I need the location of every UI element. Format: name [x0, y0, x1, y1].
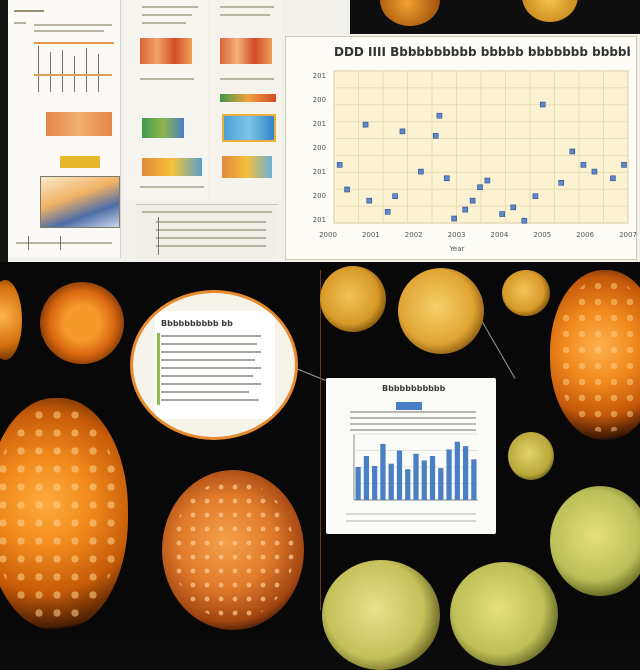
data-point	[469, 197, 476, 204]
bar	[413, 453, 419, 500]
thumbnail-bars	[142, 118, 184, 138]
thumbnail-bars	[222, 114, 276, 142]
top-dark-band	[350, 0, 640, 34]
pollen-grain-icon	[550, 486, 640, 596]
data-point	[443, 175, 450, 182]
bar	[438, 468, 444, 500]
data-point	[336, 162, 343, 168]
bar	[405, 469, 411, 500]
y-tick-label: 201	[313, 168, 326, 176]
data-point	[392, 193, 398, 199]
document-page-3	[210, 0, 282, 200]
thumbnail-bars	[222, 156, 272, 178]
data-point	[344, 186, 350, 193]
document-page-1	[8, 0, 121, 258]
data-point	[558, 179, 565, 186]
data-point	[384, 209, 391, 215]
pollen-grain-icon	[162, 470, 304, 630]
document-page-2	[124, 0, 208, 200]
data-point	[399, 128, 406, 135]
bar	[471, 459, 477, 500]
bar	[429, 456, 436, 500]
chart-title: DDD IIII Bbbbbbbbbb bbbbb bbbbbbb bbbbbb	[334, 45, 630, 59]
data-point	[499, 211, 505, 217]
data-point	[432, 133, 439, 139]
data-point	[418, 168, 424, 175]
data-point	[580, 162, 587, 168]
thumbnail-bars	[140, 38, 192, 64]
data-point	[436, 112, 443, 119]
x-tick-label: 2004	[491, 231, 509, 239]
data-point	[366, 197, 373, 204]
thumbnail-bars	[46, 112, 112, 136]
data-point	[539, 101, 546, 108]
y-tick-label: 200	[313, 96, 326, 104]
x-tick-label: 2001	[362, 231, 380, 239]
pollen-grain-icon	[40, 282, 124, 364]
y-tick-label: 201	[313, 72, 326, 80]
thumbnail-bars	[220, 38, 272, 64]
callout-heading: Bbbbbbbbbb bb	[161, 319, 233, 328]
callout-document: Bbbbbbbbbb bb	[155, 311, 275, 419]
bar	[372, 465, 378, 500]
bar	[363, 456, 370, 500]
pollen-grain-icon	[450, 562, 558, 666]
pollen-grain-icon	[502, 270, 550, 316]
x-tick-label: 2000	[319, 231, 337, 239]
x-tick-label: 2006	[576, 231, 594, 239]
scatter-chart-panel: DDD IIII Bbbbbbbbbb bbbbb bbbbbbb bbbbbb…	[285, 36, 637, 260]
thumbnail-legend	[60, 156, 100, 168]
pollen-grain-icon	[550, 270, 640, 440]
scatter-plot: 201 200 201 200 201 200 201 2000 2001 2002 2003 200…	[313, 70, 637, 253]
y-tick-label: 200	[313, 192, 326, 200]
x-tick-label: 2005	[533, 231, 551, 239]
pollen-grain-icon	[0, 280, 22, 360]
bar	[355, 467, 361, 500]
x-tick-label: 2003	[448, 231, 466, 239]
y-tick-label: 201	[313, 216, 326, 224]
data-point	[484, 177, 491, 184]
bar	[454, 441, 460, 500]
x-axis-label: Year	[449, 245, 465, 253]
callout-circle: Bbbbbbbbbb bb	[130, 290, 298, 440]
data-point	[477, 184, 483, 191]
data-point	[532, 193, 539, 199]
data-point	[462, 206, 469, 213]
bar-chart	[346, 402, 478, 522]
thumbnail-area-chart	[40, 176, 120, 228]
data-point	[510, 204, 517, 211]
bar	[396, 450, 403, 500]
y-tick-label: 200	[313, 144, 326, 152]
left-edge-dark	[0, 0, 8, 262]
data-point	[451, 215, 457, 222]
pollen-grain-icon	[0, 398, 128, 630]
bar	[446, 449, 452, 500]
document-table-fragment	[136, 204, 278, 259]
x-tick-label: 2007	[619, 231, 637, 239]
bar	[380, 443, 386, 500]
data-point	[362, 121, 369, 128]
data-point	[610, 175, 616, 182]
data-point	[569, 148, 576, 155]
panel-divider	[320, 270, 321, 610]
bar	[421, 460, 427, 500]
data-point	[621, 162, 627, 168]
pollen-grain-icon	[320, 266, 386, 332]
thumbnail-bars	[142, 158, 202, 176]
pollen-grain-icon	[380, 0, 440, 26]
x-tick-label: 2002	[405, 231, 423, 239]
pollen-grain-icon	[322, 560, 440, 670]
data-point	[591, 168, 598, 175]
data-point	[521, 217, 528, 224]
bar-chart-heading: Bbbbbbbbbbb	[382, 384, 446, 393]
bar	[388, 463, 394, 500]
pollen-grain-icon	[398, 268, 484, 354]
bar	[462, 446, 469, 500]
bar-chart-card: Bbbbbbbbbbb	[326, 378, 496, 534]
pollen-grain-icon	[508, 432, 554, 480]
thumbnail-legend	[220, 94, 276, 102]
pollen-grain-icon	[522, 0, 578, 22]
y-tick-label: 201	[313, 120, 326, 128]
highlight-bar	[396, 402, 422, 410]
